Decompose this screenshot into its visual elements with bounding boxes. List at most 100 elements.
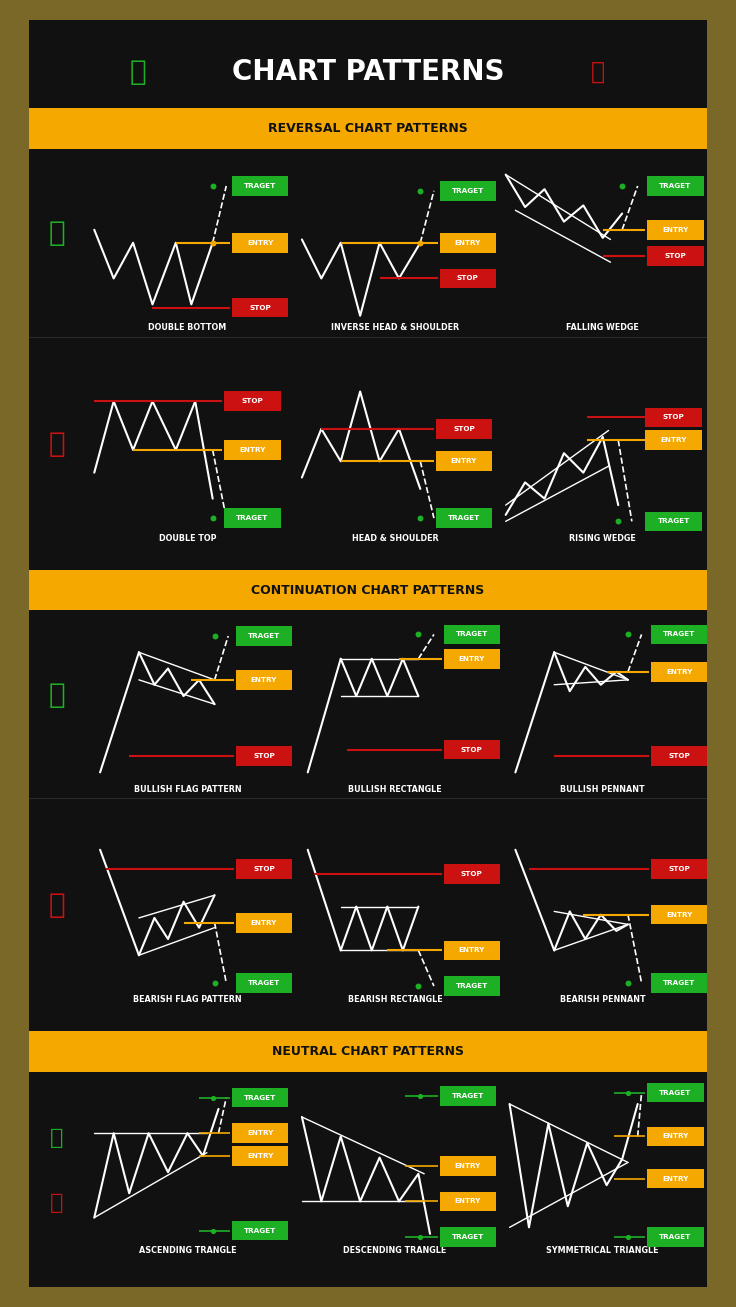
Bar — [651, 625, 707, 644]
Text: HEAD & SHOULDER: HEAD & SHOULDER — [352, 533, 439, 542]
Text: TRAGET: TRAGET — [663, 631, 696, 638]
Text: INVERSE HEAD & SHOULDER: INVERSE HEAD & SHOULDER — [331, 323, 459, 332]
Bar — [648, 1127, 704, 1146]
Text: 🐂: 🐂 — [49, 681, 65, 708]
Bar — [232, 176, 289, 196]
Text: CONTINUATION CHART PATTERNS: CONTINUATION CHART PATTERNS — [252, 584, 484, 596]
Text: NEUTRAL CHART PATTERNS: NEUTRAL CHART PATTERNS — [272, 1046, 464, 1059]
Text: BEARISH PENNANT: BEARISH PENNANT — [560, 996, 645, 1004]
Point — [414, 507, 426, 528]
Point — [209, 972, 221, 993]
Text: ENTRY: ENTRY — [660, 438, 687, 443]
Bar — [232, 1087, 289, 1107]
Bar — [436, 451, 492, 471]
Bar — [29, 610, 707, 799]
Text: 🐻: 🐻 — [591, 60, 605, 84]
Text: BEARISH RECTANGLE: BEARISH RECTANGLE — [348, 996, 442, 1004]
Bar — [236, 670, 292, 690]
Text: ENTRY: ENTRY — [247, 1131, 273, 1136]
Text: ENTRY: ENTRY — [662, 226, 689, 233]
Bar — [29, 1031, 707, 1072]
Text: TRAGET: TRAGET — [452, 1234, 484, 1240]
Bar — [444, 740, 500, 759]
Bar — [232, 1146, 289, 1166]
Point — [414, 180, 426, 201]
Text: TRAGET: TRAGET — [659, 1234, 692, 1240]
Text: BULLISH RECTANGLE: BULLISH RECTANGLE — [348, 786, 442, 793]
Bar — [29, 1072, 707, 1260]
Bar — [651, 661, 707, 681]
Bar — [645, 511, 701, 531]
Text: ENTRY: ENTRY — [455, 1163, 481, 1168]
Text: ENTRY: ENTRY — [455, 239, 481, 246]
Text: SYMMETRICAL TRIANGLE: SYMMETRICAL TRIANGLE — [547, 1247, 659, 1255]
Text: TRAGET: TRAGET — [248, 633, 280, 639]
Text: ASCENDING TRANGLE: ASCENDING TRANGLE — [138, 1247, 236, 1255]
Text: ENTRY: ENTRY — [247, 239, 273, 246]
Bar — [29, 149, 707, 337]
Bar — [444, 941, 500, 961]
Bar — [645, 430, 701, 450]
Bar — [439, 1227, 496, 1247]
Text: STOP: STOP — [662, 414, 684, 421]
Text: ENTRY: ENTRY — [459, 656, 485, 661]
Text: TRAGET: TRAGET — [244, 1227, 276, 1234]
Bar — [236, 860, 292, 880]
Point — [622, 623, 634, 644]
Bar — [444, 650, 500, 669]
Text: TRAGET: TRAGET — [452, 1093, 484, 1099]
Text: TRAGET: TRAGET — [456, 631, 488, 638]
Text: BEARISH FLAG PATTERN: BEARISH FLAG PATTERN — [133, 996, 241, 1004]
Bar — [444, 864, 500, 884]
Text: ENTRY: ENTRY — [459, 948, 485, 953]
Text: STOP: STOP — [461, 746, 483, 753]
Point — [207, 233, 219, 254]
Bar — [232, 233, 289, 252]
Text: STOP: STOP — [665, 252, 687, 259]
Point — [414, 1227, 426, 1248]
Bar — [648, 1168, 704, 1188]
Bar — [224, 508, 280, 528]
Point — [616, 175, 628, 196]
Bar — [444, 976, 500, 996]
Bar — [651, 972, 707, 992]
Bar — [232, 298, 289, 318]
Bar — [236, 626, 292, 646]
Point — [612, 511, 624, 532]
Bar — [439, 1192, 496, 1212]
Point — [414, 1085, 426, 1106]
Text: ENTRY: ENTRY — [662, 1176, 689, 1182]
Text: STOP: STOP — [457, 276, 478, 281]
Bar — [439, 233, 496, 252]
Point — [622, 972, 634, 993]
Bar — [29, 570, 707, 610]
Text: DESCENDING TRANGLE: DESCENDING TRANGLE — [344, 1247, 447, 1255]
Text: TRAGET: TRAGET — [456, 983, 488, 989]
Bar — [439, 269, 496, 289]
Bar — [232, 1221, 289, 1240]
Text: TRAGET: TRAGET — [663, 980, 696, 985]
Bar — [236, 746, 292, 766]
Text: DOUBLE TOP: DOUBLE TOP — [159, 533, 216, 542]
Text: TRAGET: TRAGET — [248, 980, 280, 985]
Text: 🐂: 🐂 — [130, 58, 146, 86]
Bar — [648, 246, 704, 265]
Text: 🐻: 🐻 — [49, 891, 65, 919]
Bar — [444, 625, 500, 644]
Point — [207, 1087, 219, 1108]
Text: TRAGET: TRAGET — [659, 183, 692, 190]
Bar — [29, 108, 707, 149]
Text: 🐂: 🐂 — [49, 220, 65, 247]
Text: ENTRY: ENTRY — [666, 669, 693, 674]
Text: TRAGET: TRAGET — [659, 1090, 692, 1095]
Text: STOP: STOP — [668, 867, 690, 872]
Text: TRAGET: TRAGET — [244, 1094, 276, 1100]
Text: ENTRY: ENTRY — [247, 1153, 273, 1159]
Text: TRAGET: TRAGET — [452, 188, 484, 193]
Text: STOP: STOP — [461, 870, 483, 877]
Bar — [648, 220, 704, 239]
Point — [207, 507, 219, 528]
Bar — [436, 420, 492, 439]
Text: 🐻: 🐻 — [49, 430, 65, 457]
Point — [207, 175, 219, 196]
